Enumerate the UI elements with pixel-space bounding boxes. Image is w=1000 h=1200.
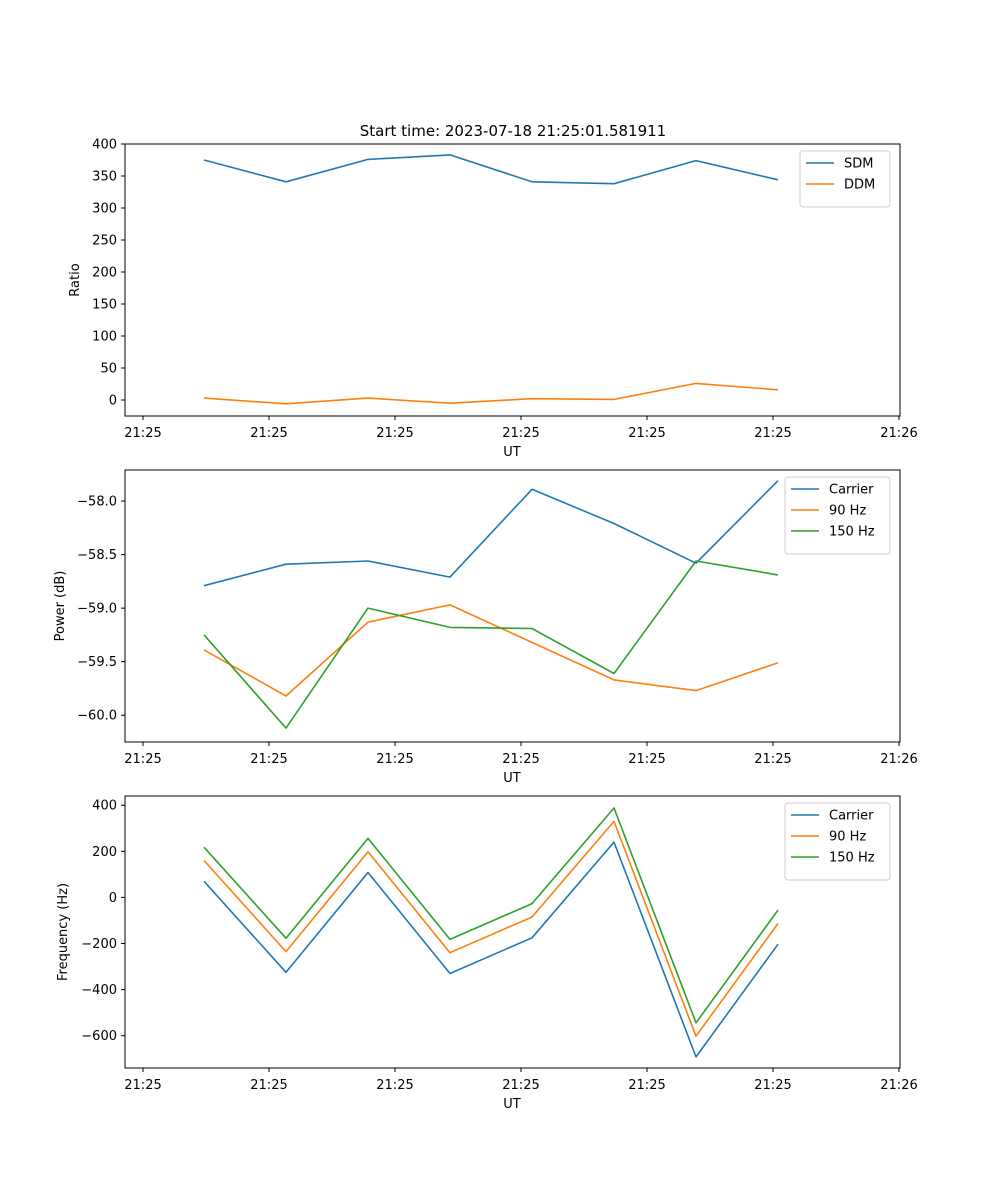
- x-tick-label: 21:25: [628, 752, 665, 767]
- y-tick-label: 400: [92, 799, 117, 814]
- series-line-carrier: [203, 480, 779, 587]
- y-ticks: 0 50 100 150 200 250 300 350 400: [92, 138, 125, 409]
- data-layer: [203, 807, 779, 1058]
- x-ticks: 21:25 21:25 21:25 21:25 21:25 21:25 21:26: [124, 742, 918, 767]
- series-line-90-hz: [203, 820, 779, 1037]
- y-tick-label: 100: [92, 330, 117, 345]
- legend-label: SDM: [844, 157, 873, 172]
- y-tick-label: −60.0: [77, 709, 117, 724]
- y-tick-label: 200: [92, 845, 117, 860]
- data-layer: [203, 480, 779, 729]
- x-tick-label: 21:25: [502, 752, 539, 767]
- y-tick-label: 0: [109, 394, 117, 409]
- y-tick-label: −200: [81, 937, 117, 952]
- y-tick-label: 250: [92, 234, 117, 249]
- legend-box: [784, 802, 891, 881]
- x-tick-label: 21:26: [880, 426, 917, 441]
- y-tick-label: −58.5: [77, 548, 117, 563]
- x-tick-label: 21:25: [124, 752, 161, 767]
- x-ticks: 21:25 21:25 21:25 21:25 21:25 21:25 21:26: [124, 416, 918, 441]
- axes-frame: [124, 469, 901, 743]
- figure-title: Start time: 2023-07-18 21:25:01.581911: [360, 122, 666, 140]
- x-tick-label: 21:25: [376, 1078, 413, 1093]
- series-line-sdm: [203, 154, 779, 185]
- legend: SDM DDM: [799, 150, 891, 208]
- x-tick-label: 21:25: [754, 1078, 791, 1093]
- data-layer: [203, 154, 779, 405]
- legend-label: Carrier: [829, 809, 874, 824]
- series-line-ddm: [203, 382, 779, 405]
- series-line-90-hz: [203, 604, 779, 697]
- x-tick-label: 21:25: [502, 426, 539, 441]
- series-line-150-hz: [203, 560, 779, 729]
- y-ticks: −600 −400 −200 0 200 400: [81, 799, 125, 1044]
- x-ticks: 21:25 21:25 21:25 21:25 21:25 21:25 21:26: [124, 1068, 918, 1093]
- y-tick-label: −59.0: [77, 602, 117, 617]
- y-tick-label: 300: [92, 202, 117, 217]
- legend: Carrier 90 Hz 150 Hz: [784, 802, 891, 881]
- legend-label: Carrier: [829, 483, 874, 498]
- x-tick-label: 21:25: [250, 1078, 287, 1093]
- legend: Carrier 90 Hz 150 Hz: [784, 476, 891, 555]
- x-tick-label: 21:25: [250, 752, 287, 767]
- legend-label: 90 Hz: [829, 830, 866, 845]
- subplot-power: −60.0−59.5−59.0−58.5−58.0 21:25 21:25 21:2…: [53, 469, 918, 786]
- x-tick-label: 21:25: [628, 1078, 665, 1093]
- legend-box: [784, 476, 891, 555]
- y-tick-label: 400: [92, 138, 117, 153]
- axes-frame: [124, 143, 901, 417]
- x-axis-label: UT: [503, 445, 521, 460]
- legend-box: [799, 150, 891, 208]
- y-tick-label: 0: [109, 891, 117, 906]
- x-tick-label: 21:26: [880, 752, 917, 767]
- y-tick-label: −400: [81, 983, 117, 998]
- axes-frame: [124, 795, 901, 1069]
- legend-label: 150 Hz: [829, 851, 875, 866]
- x-tick-label: 21:25: [502, 1078, 539, 1093]
- y-tick-label: −58.0: [77, 495, 117, 510]
- x-tick-label: 21:25: [250, 426, 287, 441]
- legend-label: 90 Hz: [829, 504, 866, 519]
- x-tick-label: 21:25: [628, 426, 665, 441]
- y-tick-label: 200: [92, 266, 117, 281]
- y-tick-label: 350: [92, 170, 117, 185]
- y-tick-label: 150: [92, 298, 117, 313]
- x-tick-label: 21:26: [880, 1078, 917, 1093]
- y-tick-label: −600: [81, 1029, 117, 1044]
- x-tick-label: 21:25: [124, 1078, 161, 1093]
- y-tick-label: 50: [100, 362, 117, 377]
- y-tick-label: −59.5: [77, 655, 117, 670]
- x-tick-label: 21:25: [754, 426, 791, 441]
- x-tick-label: 21:25: [376, 426, 413, 441]
- y-ticks: −60.0 −59.5 −59.0 −58.5 −58.0: [77, 495, 125, 724]
- legend-label: DDM: [844, 178, 875, 193]
- series-line-150-hz: [203, 807, 779, 1024]
- legend-label: 150 Hz: [829, 525, 875, 540]
- x-axis-label: UT: [503, 1097, 521, 1112]
- x-tick-label: 21:25: [124, 426, 161, 441]
- x-axis-label: UT: [503, 771, 521, 786]
- x-tick-label: 21:25: [376, 752, 413, 767]
- series-line-carrier: [203, 841, 779, 1058]
- x-tick-label: 21:25: [754, 752, 791, 767]
- y-axis-label: Power (dB): [53, 571, 68, 642]
- y-axis-label: Frequency (Hz): [56, 883, 71, 981]
- y-axis-label: Ratio: [68, 263, 83, 296]
